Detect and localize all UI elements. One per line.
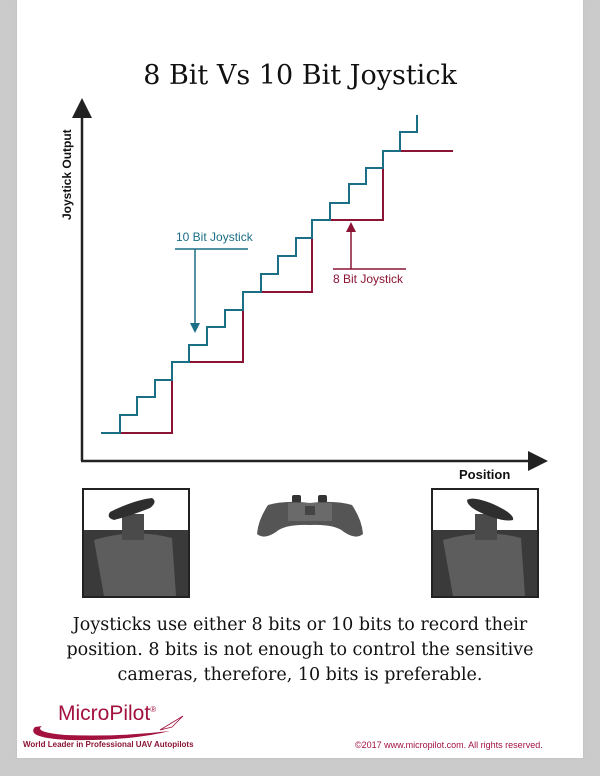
poster-title: 8 Bit Vs 10 Bit Joystick: [143, 60, 457, 91]
micropilot-swoosh-logo: [33, 726, 170, 741]
poster-page: [17, 0, 583, 758]
plane-logo-icon: [159, 715, 184, 731]
10-bit-label: 10 Bit Joystick: [176, 230, 253, 244]
copyright-text: ©2017 www.micropilot.com. All rights res…: [355, 740, 543, 750]
joystick-closeup-left-image: [82, 488, 190, 598]
arrow-down-icon: [190, 323, 200, 333]
joystick-closeup-right-image: [431, 488, 539, 598]
brand-name: MicroPilot: [58, 702, 151, 725]
registered-mark: ®: [150, 705, 157, 714]
arrow-up-icon: [346, 222, 356, 232]
10-bit-step-line: [101, 115, 418, 434]
micropilot-brand: MicroPilot®: [58, 702, 156, 726]
description-text: Joysticks use either 8 bits or 10 bits t…: [66, 615, 534, 685]
gamepad-controller-image: [257, 495, 363, 537]
tagline: World Leader in Professional UAV Autopil…: [23, 740, 194, 749]
8-bit-step-line: [120, 150, 453, 434]
x-axis-label: Position: [459, 467, 511, 482]
8-bit-label: 8 Bit Joystick: [333, 272, 404, 286]
y-axis-label: Joystick Output: [60, 129, 74, 220]
